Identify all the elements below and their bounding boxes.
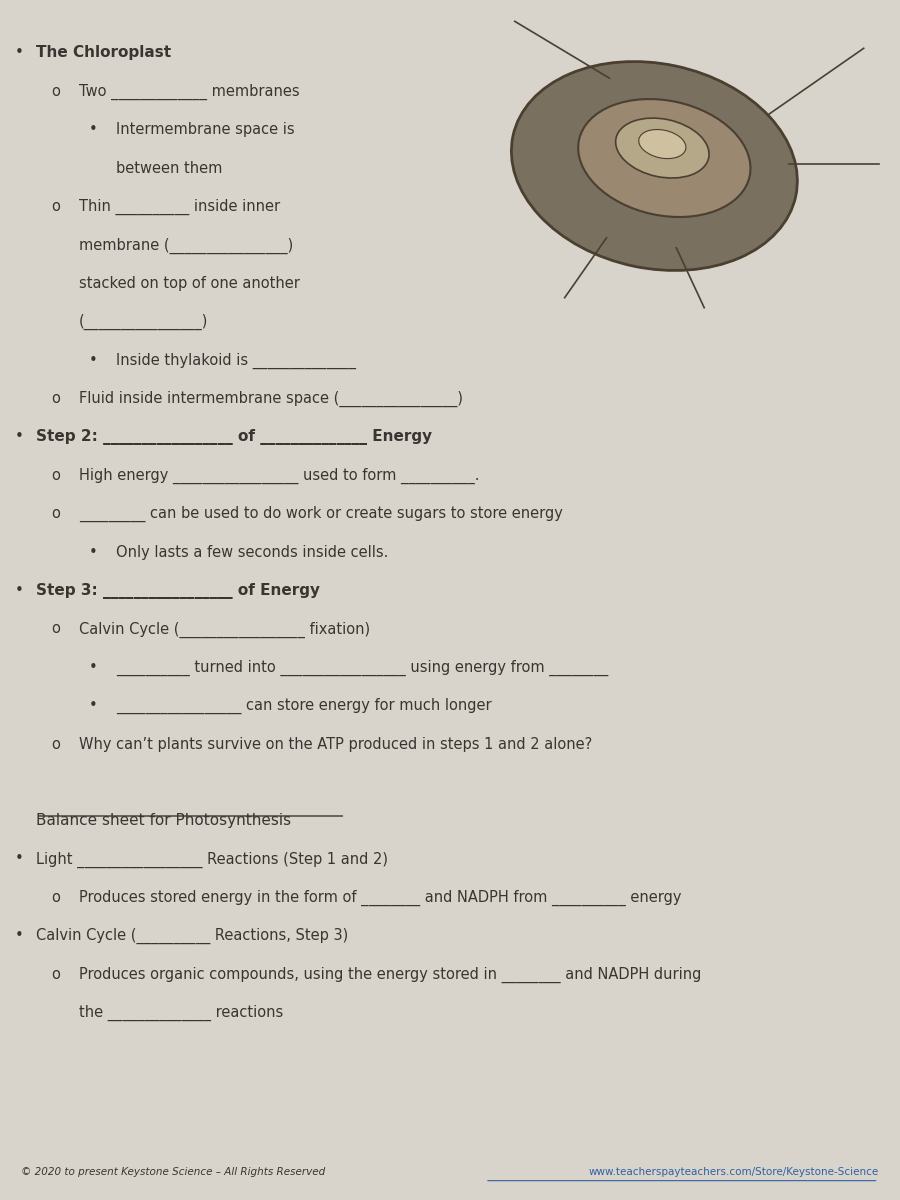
Text: Only lasts a few seconds inside cells.: Only lasts a few seconds inside cells. bbox=[116, 545, 389, 559]
Text: Inside thylakoid is ______________: Inside thylakoid is ______________ bbox=[116, 353, 356, 368]
Text: membrane (________________): membrane (________________) bbox=[79, 238, 293, 253]
Text: Two _____________ membranes: Two _____________ membranes bbox=[79, 84, 300, 100]
Text: Produces stored energy in the form of ________ and NADPH from __________ energy: Produces stored energy in the form of __… bbox=[79, 890, 681, 906]
Text: _________ can be used to do work or create sugars to store energy: _________ can be used to do work or crea… bbox=[79, 506, 563, 522]
Text: •: • bbox=[89, 353, 97, 367]
Text: Step 2: _________________ of ______________ Energy: Step 2: _________________ of ___________… bbox=[36, 430, 432, 445]
Text: o: o bbox=[50, 737, 59, 751]
Text: •: • bbox=[89, 698, 97, 713]
Text: o: o bbox=[50, 468, 59, 482]
Text: o: o bbox=[50, 84, 59, 98]
Text: Intermembrane space is: Intermembrane space is bbox=[116, 122, 294, 137]
Text: •: • bbox=[15, 852, 23, 866]
Text: Balance sheet for Photosynthesis: Balance sheet for Photosynthesis bbox=[36, 814, 292, 828]
Text: •: • bbox=[89, 660, 97, 674]
Text: (________________): (________________) bbox=[79, 314, 209, 330]
Text: the ______________ reactions: the ______________ reactions bbox=[79, 1006, 284, 1021]
Text: •: • bbox=[15, 929, 23, 943]
Text: Fluid inside intermembrane space (________________): Fluid inside intermembrane space (______… bbox=[79, 391, 464, 407]
Text: Step 3: _________________ of Energy: Step 3: _________________ of Energy bbox=[36, 583, 320, 599]
Text: o: o bbox=[50, 199, 59, 214]
Ellipse shape bbox=[639, 130, 686, 158]
Text: o: o bbox=[50, 890, 59, 905]
Text: •: • bbox=[15, 430, 23, 444]
Text: High energy _________________ used to form __________.: High energy _________________ used to fo… bbox=[79, 468, 480, 484]
Text: © 2020 to present Keystone Science – All Rights Reserved: © 2020 to present Keystone Science – All… bbox=[22, 1166, 326, 1177]
Text: o: o bbox=[50, 391, 59, 406]
Text: Light _________________ Reactions (Step 1 and 2): Light _________________ Reactions (Step … bbox=[36, 852, 388, 868]
Ellipse shape bbox=[616, 118, 709, 178]
Text: •: • bbox=[89, 545, 97, 559]
Text: Produces organic compounds, using the energy stored in ________ and NADPH during: Produces organic compounds, using the en… bbox=[79, 967, 701, 983]
Text: Thin __________ inside inner: Thin __________ inside inner bbox=[79, 199, 280, 215]
Text: _________________ can store energy for much longer: _________________ can store energy for m… bbox=[116, 698, 491, 714]
Text: •: • bbox=[15, 46, 23, 60]
Text: Calvin Cycle (_________________ fixation): Calvin Cycle (_________________ fixation… bbox=[79, 622, 370, 637]
Text: www.teacherspayteachers.com/Store/Keystone-Science: www.teacherspayteachers.com/Store/Keysto… bbox=[589, 1166, 878, 1177]
Text: __________ turned into _________________ using energy from ________: __________ turned into _________________… bbox=[116, 660, 608, 676]
Text: o: o bbox=[50, 506, 59, 521]
Text: •: • bbox=[89, 122, 97, 137]
Text: o: o bbox=[50, 622, 59, 636]
Text: o: o bbox=[50, 967, 59, 982]
Text: Why can’t plants survive on the ATP produced in steps 1 and 2 alone?: Why can’t plants survive on the ATP prod… bbox=[79, 737, 592, 751]
Text: •: • bbox=[15, 583, 23, 598]
Text: Calvin Cycle (__________ Reactions, Step 3): Calvin Cycle (__________ Reactions, Step… bbox=[36, 929, 348, 944]
Text: The Chloroplast: The Chloroplast bbox=[36, 46, 171, 60]
Text: stacked on top of one another: stacked on top of one another bbox=[79, 276, 300, 290]
Ellipse shape bbox=[578, 100, 751, 217]
Text: between them: between them bbox=[116, 161, 222, 175]
Ellipse shape bbox=[511, 61, 797, 270]
